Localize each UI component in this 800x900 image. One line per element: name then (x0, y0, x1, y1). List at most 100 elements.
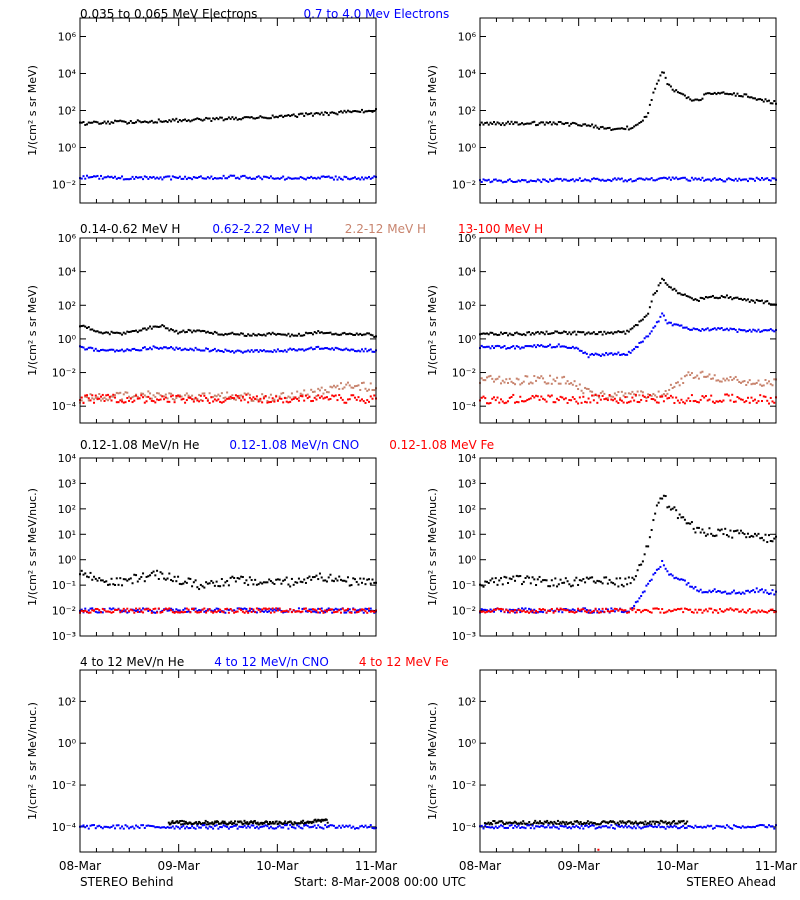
data-point (82, 573, 85, 576)
data-point (192, 176, 195, 179)
data-point (269, 825, 272, 828)
data-point (299, 176, 302, 179)
data-point (495, 821, 498, 824)
data-point (496, 583, 499, 586)
data-point (601, 825, 604, 828)
data-point (338, 333, 341, 336)
data-point (585, 401, 588, 404)
data-point (582, 179, 585, 182)
data-point (322, 611, 325, 614)
data-point (703, 531, 706, 534)
data-point (313, 176, 316, 179)
data-point (304, 112, 307, 115)
data-point (259, 399, 262, 402)
data-point (194, 396, 197, 399)
data-point (357, 396, 360, 399)
data-point (184, 401, 187, 404)
data-point (521, 178, 524, 181)
data-point (212, 348, 215, 351)
data-point (482, 827, 485, 830)
y-tick-label: 10⁶ (58, 232, 77, 245)
data-point (156, 611, 159, 614)
data-point (194, 610, 197, 613)
data-point (103, 609, 106, 612)
data-point (515, 400, 518, 403)
data-point (129, 177, 132, 180)
data-point (615, 400, 618, 403)
data-point (287, 114, 290, 117)
data-point (638, 822, 641, 825)
data-point (608, 352, 611, 355)
data-point (561, 122, 564, 125)
data-point (86, 610, 89, 613)
data-point (138, 607, 141, 610)
data-point (640, 398, 643, 401)
data-point (731, 179, 734, 182)
data-point (634, 827, 637, 830)
data-point (585, 576, 588, 579)
data-point (556, 123, 559, 126)
data-point (755, 401, 758, 404)
data-point (296, 115, 299, 118)
data-point (743, 93, 746, 96)
data-point (690, 611, 693, 614)
data-point (149, 120, 152, 123)
data-point (534, 819, 537, 822)
data-point (554, 330, 557, 333)
data-point (773, 378, 776, 381)
x-tick-label: 10-Mar (656, 859, 698, 873)
data-point (230, 820, 233, 823)
data-point (100, 826, 103, 829)
data-point (610, 824, 613, 827)
data-point (240, 821, 243, 824)
data-point (247, 611, 250, 614)
data-point (191, 398, 194, 401)
data-point (199, 175, 202, 178)
data-point (675, 176, 678, 179)
data-point (112, 176, 115, 179)
data-point (610, 610, 613, 613)
data-point (332, 111, 335, 114)
data-point (201, 608, 204, 611)
data-point (549, 820, 552, 823)
data-point (170, 395, 173, 398)
data-point (126, 122, 129, 125)
data-point (184, 580, 187, 583)
data-point (486, 402, 489, 405)
data-point (366, 332, 369, 335)
data-point (703, 329, 706, 332)
data-point (594, 822, 597, 825)
data-point (543, 608, 546, 611)
data-point (357, 349, 360, 352)
data-point (145, 608, 148, 611)
data-point (644, 820, 647, 823)
data-point (296, 349, 299, 352)
data-point (163, 346, 166, 349)
data-point (318, 611, 321, 614)
data-point (170, 345, 173, 348)
data-point (196, 348, 199, 351)
data-point (493, 178, 496, 181)
data-point (522, 608, 525, 611)
data-point (360, 609, 363, 612)
data-point (269, 333, 272, 336)
data-point (126, 579, 129, 582)
data-point (633, 393, 636, 396)
data-point (156, 569, 159, 572)
data-point (501, 825, 504, 828)
data-point (325, 580, 328, 583)
data-point (606, 399, 609, 402)
data-point (271, 351, 274, 354)
data-point (659, 611, 662, 614)
data-point (182, 348, 185, 351)
data-point (741, 591, 744, 594)
data-point (697, 329, 700, 332)
data-point (739, 95, 742, 98)
data-point (734, 592, 737, 595)
data-point (112, 583, 115, 586)
data-point (175, 176, 178, 179)
data-point (82, 402, 85, 405)
data-point (166, 397, 169, 400)
data-point (486, 610, 489, 613)
